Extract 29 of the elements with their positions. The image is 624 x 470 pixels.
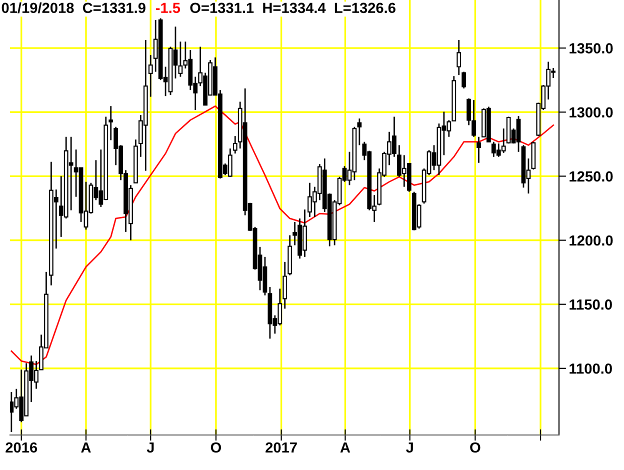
candlestick (462, 71, 466, 90)
y-tick-label: 1300.0 (570, 107, 613, 118)
candlestick (472, 99, 476, 138)
x-tick-label: 2017 (266, 442, 297, 453)
x-tick-label: J (146, 442, 154, 453)
line-series (10, 105, 554, 366)
candlestick (148, 54, 153, 98)
candlestick (232, 135, 238, 154)
y-tick-label: 1350.0 (570, 43, 613, 54)
candlestick (466, 98, 471, 126)
x-tick-label: A (340, 442, 350, 453)
x-tick-label: O (210, 442, 222, 453)
annotation: -1.5 (156, 2, 180, 14)
y-tick-label: 1200.0 (570, 235, 613, 246)
x-tick-label: 2016 (6, 442, 38, 453)
annotation: 01/19/2018 C=1331.9 (2, 2, 146, 14)
y-tick-label: 1150.0 (570, 299, 612, 310)
annotation: O=1331.1 H=1334.4 L=1326.6 (190, 2, 396, 14)
candlestick (282, 261, 288, 310)
y-tick-label: 1250.0 (570, 171, 613, 182)
candlestick (456, 39, 462, 76)
y-tick-label: 1100.0 (570, 363, 612, 374)
x-tick-label: J (406, 442, 413, 453)
candlestick (178, 40, 183, 78)
x-tick-label: O (470, 442, 480, 453)
candlestick (357, 118, 362, 146)
candlestick (108, 105, 114, 141)
candlestick (476, 136, 481, 164)
x-tick-label: A (81, 442, 91, 453)
